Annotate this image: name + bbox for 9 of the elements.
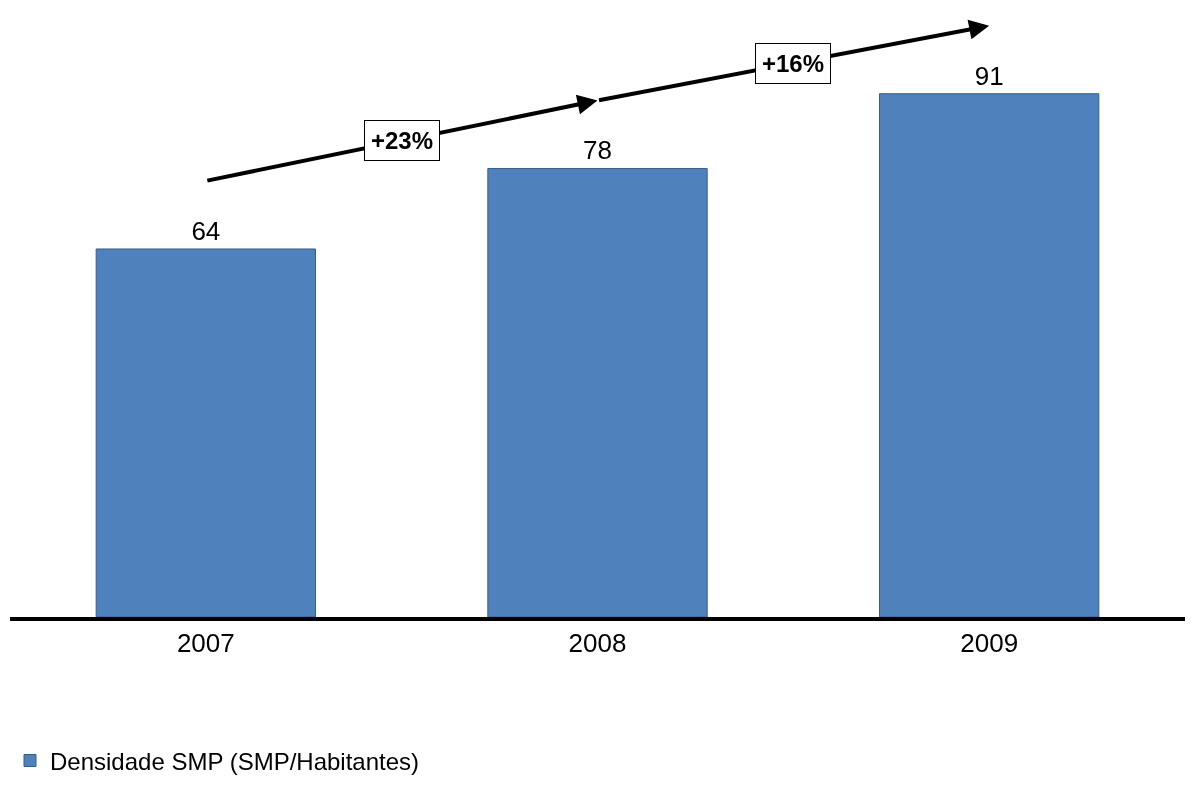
text: +16% [762, 50, 825, 77]
data-label: 64 [191, 215, 221, 246]
data-label: 91 [974, 60, 1004, 91]
annotation: +23% [371, 127, 434, 154]
x-tick-label: 2009 [960, 628, 1019, 659]
x-tick-label: 2008 [568, 628, 627, 659]
legend-label: Densidade SMP (SMP/Habitantes) [50, 747, 420, 775]
data-label: 78 [583, 135, 612, 166]
x-tick-label: 2007 [176, 628, 235, 659]
